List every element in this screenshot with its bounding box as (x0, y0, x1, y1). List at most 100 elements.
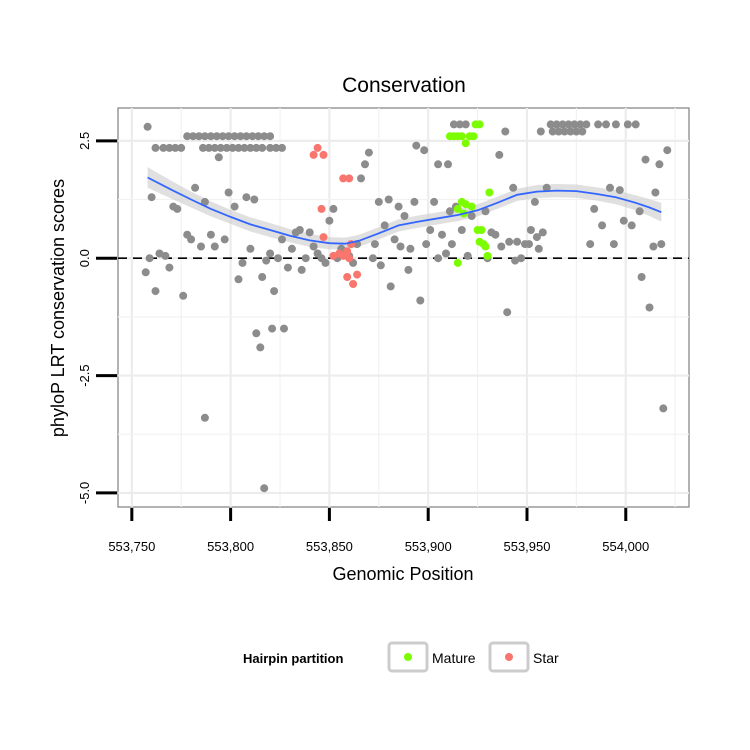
data-point-other (238, 258, 247, 267)
x-tick-label: 553,900 (405, 539, 452, 554)
data-point-other (635, 207, 644, 216)
data-point-other (552, 120, 561, 129)
data-point-other (609, 240, 618, 249)
data-point-other (236, 132, 245, 141)
data-point-other (412, 141, 421, 150)
data-point-other (619, 216, 628, 225)
data-point-other (151, 143, 160, 152)
data-point-other (627, 221, 636, 230)
legend-swatch-mature (404, 653, 412, 661)
data-point-mature (453, 258, 462, 267)
data-point-other (262, 256, 271, 265)
plot-panel (117, 107, 690, 508)
data-point-other (228, 143, 237, 152)
data-point-other (602, 120, 610, 129)
data-point-other (497, 242, 506, 251)
data-point-other (434, 254, 443, 263)
data-point-other (270, 287, 279, 296)
data-point-other (254, 132, 263, 141)
data-point-other (525, 240, 533, 249)
data-point-other (511, 256, 520, 265)
data-point-other (256, 343, 265, 352)
data-point-other (258, 143, 267, 152)
data-point-other (517, 254, 526, 263)
x-axis: 553,750 553,800 553,850 553,900 553,950 554,0… (108, 508, 649, 554)
data-point-other (216, 143, 225, 152)
data-point-other (416, 296, 425, 305)
data-point-other (199, 143, 207, 152)
data-point-other (283, 263, 292, 272)
data-point-other (305, 228, 314, 237)
smooth-trend-line (147, 176, 662, 245)
data-point-other (420, 146, 429, 155)
data-point-other (572, 127, 581, 136)
data-point-star (319, 150, 328, 159)
x-tick-label: 553,750 (108, 539, 155, 554)
y-axis: 2.5 0.0 -2.5 -5.0 (77, 132, 117, 504)
data-point-other (165, 143, 174, 152)
data-point-other (368, 254, 377, 263)
data-point-star (313, 143, 322, 152)
data-point-other (384, 195, 393, 204)
data-point-other (530, 197, 539, 206)
data-point-other (566, 127, 575, 136)
data-point-other (268, 324, 277, 333)
data-point-star (343, 273, 352, 281)
data-point-other (649, 242, 658, 251)
data-point-other (250, 195, 259, 204)
data-point-other (445, 207, 454, 216)
data-point-mature (483, 251, 492, 260)
y-tick-label: 0.0 (77, 249, 92, 267)
data-point-other (234, 143, 243, 152)
data-point-other (266, 132, 275, 141)
data-point-other (455, 120, 464, 129)
data-point-other (309, 242, 318, 251)
data-point-other (364, 148, 373, 157)
x-tick-label: 554,000 (602, 539, 649, 554)
data-point-other (447, 240, 456, 249)
data-point-other (357, 174, 365, 183)
data-point-other (390, 235, 399, 244)
data-point-other (380, 221, 389, 230)
data-point-mature (461, 139, 470, 148)
data-point-other (210, 143, 219, 152)
data-point-other (598, 221, 607, 230)
data-point-other (230, 132, 239, 141)
data-point-other (442, 249, 450, 258)
data-point-other (491, 230, 500, 239)
data-point-mature (477, 226, 486, 234)
data-point-other (655, 160, 664, 169)
data-point-other (400, 212, 409, 220)
data-point-other (191, 183, 200, 192)
plot-panel-border (117, 107, 690, 508)
data-point-star (353, 270, 362, 279)
data-point-other (329, 204, 338, 213)
data-point-other (272, 143, 281, 152)
data-point-other (224, 188, 233, 197)
data-point-other (230, 202, 239, 211)
data-point-other (278, 235, 286, 244)
data-point-other (151, 287, 160, 296)
y-axis-title: phyloP LRT conservation scores (48, 179, 68, 437)
data-point-other (406, 244, 415, 253)
legend: Hairpin partition Mature Star (243, 641, 559, 673)
data-point-other (576, 120, 585, 129)
data-point-other (145, 254, 154, 263)
data-point-other (141, 268, 150, 277)
data-point-star (309, 150, 318, 159)
data-point-other (623, 120, 632, 129)
data-point-other (438, 230, 446, 239)
data-point-other (457, 226, 466, 234)
data-point-other (548, 127, 557, 136)
data-point-other (376, 261, 385, 270)
data-point-mature (481, 242, 490, 251)
legend-label-mature: Mature (432, 650, 476, 666)
data-point-other (546, 120, 555, 129)
data-point-other (503, 308, 512, 317)
data-point-other (422, 240, 431, 249)
data-point-other (637, 273, 646, 281)
data-point-other (594, 120, 603, 129)
data-point-other (212, 132, 221, 141)
data-point-other (258, 273, 267, 281)
